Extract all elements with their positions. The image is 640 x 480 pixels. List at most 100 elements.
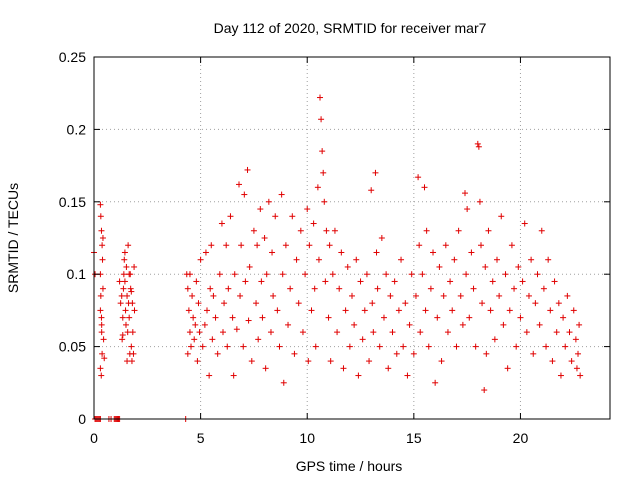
data-point — [489, 278, 496, 285]
data-point — [576, 321, 583, 328]
data-point — [202, 249, 209, 256]
data-point — [122, 307, 129, 314]
data-point — [262, 365, 269, 372]
data-point — [470, 285, 477, 292]
data-point — [368, 187, 375, 194]
data-point — [502, 271, 509, 278]
data-point — [231, 271, 238, 278]
data-point — [406, 321, 413, 328]
x-tick-label: 20 — [513, 430, 529, 446]
data-point — [306, 242, 313, 249]
data-point — [186, 329, 193, 336]
data-point — [570, 307, 577, 314]
data-point — [267, 329, 274, 336]
data-point — [442, 242, 449, 249]
y-tick-label: 0.1 — [67, 266, 87, 282]
data-point — [508, 242, 515, 249]
data-point — [551, 278, 558, 285]
data-point — [369, 300, 376, 307]
data-point — [568, 358, 575, 365]
data-point — [315, 256, 322, 263]
data-point — [389, 329, 396, 336]
data-point — [312, 343, 319, 350]
data-point — [572, 336, 579, 343]
data-point — [99, 235, 106, 241]
data-point — [398, 256, 405, 263]
data-point — [124, 358, 131, 365]
y-tick-label: 0.15 — [59, 194, 86, 210]
data-point — [412, 292, 419, 299]
data-point — [97, 201, 104, 208]
data-point — [99, 242, 106, 249]
data-point — [323, 227, 330, 234]
data-point — [353, 256, 360, 263]
data-point — [242, 278, 249, 285]
data-point — [564, 292, 571, 299]
data-point — [447, 278, 454, 285]
data-point — [555, 300, 562, 307]
data-point — [184, 350, 191, 357]
data-point — [212, 314, 219, 321]
data-point — [221, 300, 228, 307]
data-point — [99, 285, 106, 292]
data-point — [280, 379, 287, 386]
data-point — [317, 94, 324, 101]
data-point — [265, 198, 272, 205]
data-point — [126, 314, 133, 321]
data-point — [534, 271, 541, 278]
data-point — [98, 372, 105, 379]
data-point — [455, 227, 462, 234]
data-point — [253, 300, 260, 307]
data-point — [291, 350, 298, 357]
data-point — [258, 278, 265, 285]
data-point — [195, 300, 202, 307]
data-point — [261, 235, 268, 241]
data-point — [393, 350, 400, 357]
data-point — [491, 336, 498, 343]
data-point — [476, 198, 483, 205]
data-point — [553, 329, 560, 336]
data-point — [118, 292, 125, 299]
data-point — [493, 256, 500, 263]
data-point — [481, 387, 488, 394]
data-point — [422, 307, 429, 314]
data-point — [370, 329, 377, 336]
data-point — [119, 336, 126, 343]
data-point — [238, 242, 245, 249]
data-point — [129, 300, 136, 307]
data-point — [189, 292, 196, 299]
data-point — [272, 213, 279, 220]
x-axis-label: GPS time / hours — [296, 458, 403, 474]
data-point — [241, 191, 248, 198]
data-points — [91, 94, 584, 422]
data-point — [374, 285, 381, 292]
data-point — [233, 326, 240, 333]
x-tick-label: 5 — [197, 430, 205, 446]
axis-ticks — [93, 56, 610, 420]
data-point — [361, 307, 368, 314]
data-point — [378, 235, 385, 241]
data-point — [274, 307, 281, 314]
data-point — [363, 271, 370, 278]
data-point — [506, 307, 513, 314]
data-point — [577, 372, 584, 379]
data-point — [246, 263, 253, 270]
data-point — [530, 350, 537, 357]
data-point — [400, 343, 407, 350]
data-point — [206, 372, 213, 379]
data-point — [194, 358, 201, 365]
data-point — [575, 350, 582, 357]
data-point — [270, 292, 277, 299]
data-point — [547, 307, 554, 314]
data-point — [119, 314, 126, 321]
y-axis-label: SRMTID / TECUs — [5, 183, 21, 293]
data-point — [218, 220, 225, 227]
data-point — [191, 336, 198, 343]
data-point — [521, 220, 528, 227]
data-point — [321, 198, 328, 205]
data-point — [99, 256, 106, 263]
data-point — [366, 358, 373, 365]
y-tick-label: 0.25 — [59, 49, 86, 65]
data-point — [245, 317, 252, 324]
